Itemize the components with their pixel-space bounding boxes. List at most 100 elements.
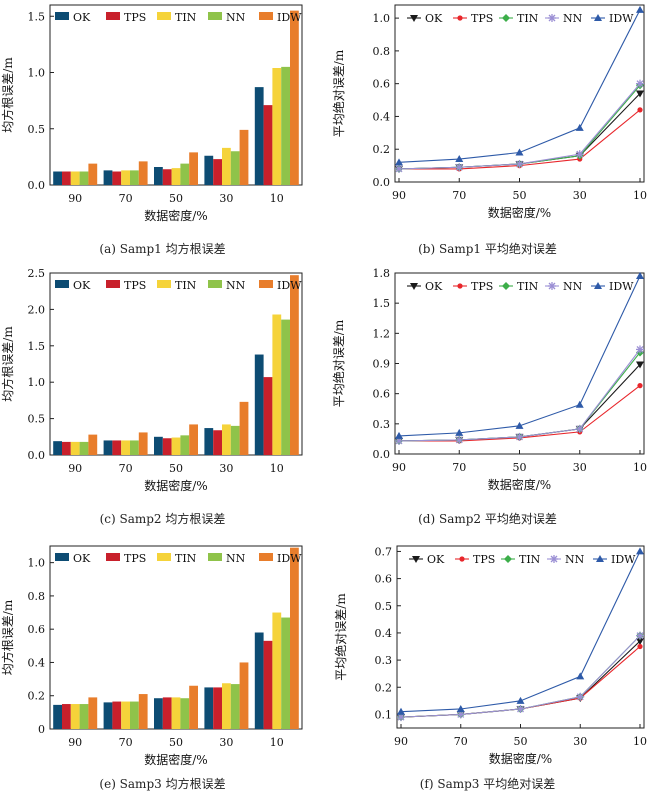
bar-tin-10 — [272, 68, 282, 185]
legend-swatch-idw — [259, 553, 273, 561]
legend-swatch-idw — [259, 12, 273, 20]
chart-panel-f: 0.1 0.2 0.3 0.4 0.5 0.6 0.7 90 70 50 30 10 数据密度/% 平均绝… — [325, 532, 650, 797]
point-idw-70 — [456, 704, 465, 712]
point-ok-10 — [636, 638, 644, 646]
chart-b: 0.0 0.2 0.4 0.6 0.8 1.0 90 70 50 30 10 数据密度/% 平均绝对误差… — [331, 4, 647, 220]
legend-marker-idw — [594, 282, 602, 289]
x-tick-label: 30 — [573, 189, 587, 202]
bar-tps-70 — [112, 701, 122, 729]
bar-nn-30 — [230, 684, 240, 729]
y-tick-label: 0.1 — [375, 708, 393, 721]
bar-tps-10 — [263, 105, 273, 185]
x-tick-label: 70 — [454, 735, 468, 748]
bar-ok-30 — [204, 155, 214, 185]
bar-tps-50 — [162, 169, 172, 185]
legend-label-ok: OK — [427, 553, 445, 566]
legend-label-tps: TPS — [471, 12, 493, 25]
x-tick-label: 10 — [633, 461, 647, 474]
bar-ok-90 — [53, 171, 62, 185]
bar-tps-30 — [213, 159, 222, 185]
y-tick-label: 0.5 — [28, 413, 46, 426]
y-tick-label: 0.4 — [375, 627, 393, 640]
y-tick-label: 0.2 — [373, 143, 391, 156]
point-nn-50 — [515, 159, 524, 168]
y-tick-label: 0.8 — [28, 590, 46, 603]
legend-label-tps: TPS — [124, 279, 146, 292]
y-axis-label: 平均绝对误差/m — [333, 593, 348, 681]
bar-tin-10 — [272, 314, 282, 455]
bar-ok-70 — [103, 440, 113, 455]
bar-tin-70 — [121, 701, 130, 729]
line-tin — [400, 635, 641, 718]
chart-panel-e: 0 0.2 0.4 0.6 0.8 1.0 90 70 50 30 10 数据密度/% 均方根误差/m O… — [0, 532, 325, 797]
bar-tin-30 — [222, 147, 231, 185]
x-tick-label: 90 — [68, 736, 82, 749]
y-tick-label: 1.0 — [28, 67, 46, 80]
chart-f: 0.1 0.2 0.3 0.4 0.5 0.6 0.7 90 70 50 30 10 数据密度/% 平均绝… — [333, 545, 647, 766]
point-idw-90 — [397, 707, 405, 715]
x-tick-label: 50 — [169, 736, 183, 749]
x-tick-label: 90 — [392, 461, 406, 474]
point-ok-10 — [636, 90, 644, 98]
bar-nn-50 — [180, 698, 190, 729]
bar-tps-90 — [62, 171, 71, 185]
bar-idw-50 — [189, 685, 198, 729]
legend-label-nn: NN — [563, 12, 583, 25]
legend-label-idw: IDW — [609, 12, 634, 25]
legend-label-ok: OK — [73, 552, 91, 565]
point-idw-10 — [636, 5, 644, 13]
y-tick-label: 0.2 — [28, 690, 46, 703]
y-tick-label: 0.8 — [373, 45, 391, 58]
legend-marker-ok — [410, 283, 418, 290]
y-tick-label: 0 — [38, 723, 45, 736]
bar-nn-70 — [130, 701, 139, 729]
point-nn-30 — [576, 692, 585, 701]
y-tick-label: 0.3 — [373, 418, 391, 431]
bar-ok-50 — [154, 167, 163, 185]
bar-ok-50 — [154, 436, 163, 455]
chart-panel-d: 0.0 0.3 0.6 0.9 1.2 1.5 1.8 90 70 50 30 10 数据密度/% 平均绝… — [325, 265, 650, 530]
point-idw-10 — [636, 272, 644, 280]
legend-swatch-tps — [106, 12, 120, 20]
bar-tps-10 — [263, 640, 273, 729]
bar-nn-50 — [180, 435, 190, 455]
point-nn-50 — [516, 704, 525, 713]
legend-label-nn: NN — [563, 280, 583, 293]
legend-marker-tps — [457, 283, 463, 289]
x-tick-label: 90 — [394, 735, 408, 748]
x-tick-label: 50 — [169, 192, 183, 205]
x-tick-label: 70 — [119, 736, 133, 749]
y-tick-label: 0.4 — [373, 110, 391, 123]
x-tick-label: 10 — [633, 735, 647, 748]
x-tick-label: 30 — [573, 735, 587, 748]
legend-label-idw: IDW — [277, 279, 302, 292]
bar-nn-30 — [230, 425, 240, 455]
bar-tin-70 — [121, 440, 130, 455]
bar-ok-30 — [204, 428, 214, 455]
point-nn-70 — [455, 435, 464, 444]
chart-panel-a: 0.0 0.5 1.0 1.5 90 70 50 30 10 数据密度/% 均方根误差/m OK TPS… — [0, 0, 325, 265]
bar-idw-10 — [290, 547, 299, 729]
x-tick-label: 10 — [270, 736, 284, 749]
legend-label-tin: TIN — [175, 11, 197, 24]
y-axis-label: 均方根误差/m — [0, 326, 15, 402]
x-tick-label: 30 — [573, 461, 587, 474]
bar-tin-50 — [171, 168, 181, 185]
legend-label-idw: IDW — [611, 553, 636, 566]
bar-ok-70 — [103, 702, 113, 729]
chart-e: 0 0.2 0.4 0.6 0.8 1.0 90 70 50 30 10 数据密度/% 均方根误差/m O… — [0, 545, 303, 767]
bar-tps-90 — [62, 704, 71, 729]
x-axis-label: 数据密度/% — [144, 752, 207, 767]
legend-marker-tin — [502, 282, 510, 290]
legend-swatch-tin — [157, 553, 171, 561]
bar-tin-90 — [70, 704, 80, 729]
y-tick-label: 0.5 — [28, 123, 46, 136]
bar-ok-70 — [103, 170, 113, 185]
y-tick-label: 1.5 — [28, 10, 46, 23]
y-axis-label: 均方根误差/m — [0, 57, 15, 133]
y-tick-label: 1.0 — [28, 376, 46, 389]
y-tick-label: 1.2 — [373, 327, 391, 340]
bar-idw-50 — [189, 424, 198, 455]
x-tick-label: 90 — [392, 189, 406, 202]
bar-idw-10 — [290, 10, 299, 185]
